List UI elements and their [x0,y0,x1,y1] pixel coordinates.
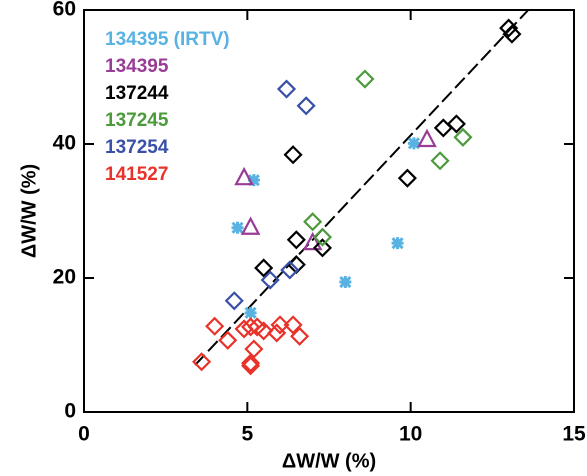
diamond-marker [218,330,238,350]
diamond-marker [446,114,466,134]
legend-entry: 134395 [105,56,169,77]
legend-entry: 137254 [105,137,169,158]
diamond-marker [290,326,310,346]
diamond-marker [430,151,450,171]
triangle-marker [302,231,323,251]
asterisk-marker [247,174,260,187]
asterisk-marker [391,237,404,250]
diamond-marker [205,316,225,336]
x-axis-label: ΔW/W (%) [282,450,376,472]
asterisk-marker [244,306,257,319]
diamond-marker [244,339,264,359]
diamond-marker [192,352,212,372]
diamond-marker [296,96,316,116]
diamond-marker [241,317,261,337]
diamond-marker [499,18,519,38]
asterisk-marker [339,275,352,289]
legend-entry: 137245 [105,110,169,131]
diamond-marker [453,127,473,147]
asterisk-marker [407,137,420,150]
y-tick-label: 20 [53,266,76,289]
diamond-marker [283,145,303,165]
y-axis-label: ΔW/W (%) [18,164,40,258]
x-tick-label: 5 [241,423,253,446]
diamond-marker [502,24,522,44]
diamond-marker [280,260,300,280]
diamond-marker [224,291,244,311]
diamond-marker [303,212,323,232]
y-tick-label: 60 [53,0,76,21]
x-tick-label: 15 [562,423,586,446]
diamond-marker [312,227,333,247]
diamond-marker [355,69,375,89]
diamond-marker [283,315,303,335]
diamond-marker [397,168,417,188]
diamond-marker [254,321,274,341]
diamond-marker [241,356,261,376]
diamond-marker [312,238,333,258]
diamond-marker [286,230,306,250]
legend-entry: 137244 [105,83,169,104]
asterisk-marker [231,221,244,234]
x-tick-label: 0 [78,423,90,446]
legend-entry: 141527 [105,164,168,185]
diamond-marker [254,258,274,278]
triangle-marker [240,216,261,235]
y-tick-label: 40 [53,132,76,155]
triangle-marker [417,128,437,148]
x-tick-label: 10 [399,423,422,446]
diamond-marker [241,353,261,373]
plot-frame [83,9,575,413]
diamond-marker [270,315,290,335]
diamond-marker [276,79,297,99]
triangle-marker [234,166,254,186]
legend-entry: 134395 (IRTV) [105,29,230,50]
fit-line [194,9,529,366]
diamond-marker [260,270,280,290]
y-tick-label: 0 [64,400,76,423]
